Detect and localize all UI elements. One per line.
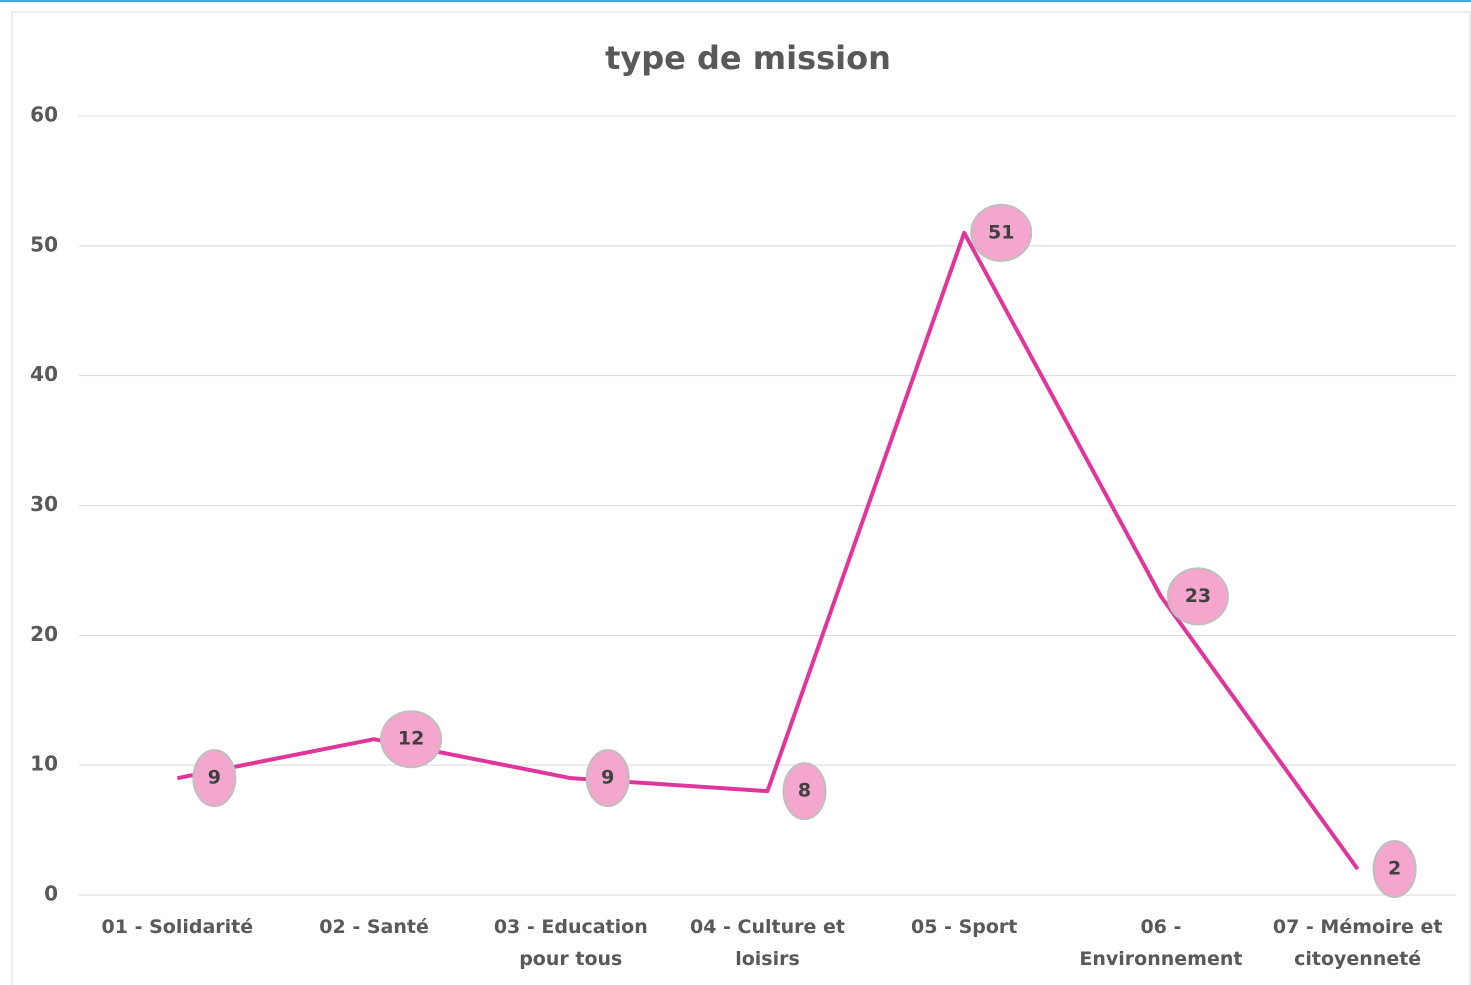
y-tick-label: 30 (30, 492, 58, 516)
y-tick-label: 40 (30, 362, 58, 386)
data-label: 23 (1185, 585, 1211, 607)
y-tick-label: 60 (30, 103, 58, 127)
data-label: 2 (1388, 858, 1401, 880)
data-label-bubble (585, 749, 630, 808)
data-label: 51 (988, 221, 1014, 243)
data-label: 8 (798, 780, 811, 802)
x-tick-label: 04 - Culture et loisirs (690, 916, 845, 970)
data-label-bubble (380, 710, 443, 769)
x-tick-label: 02 - Santé (319, 916, 429, 938)
data-label: 9 (601, 767, 614, 789)
y-tick-label: 50 (30, 232, 58, 256)
chart-frame (11, 11, 1471, 985)
x-tick-label: 06 - Environnement (1079, 916, 1243, 970)
data-label-bubble (1372, 840, 1417, 899)
line (176, 230, 1360, 871)
data-label-bubble (782, 762, 827, 821)
y-tick-label: 10 (30, 752, 58, 776)
top-border (0, 0, 1471, 2)
data-label: 9 (208, 767, 221, 789)
data-label-bubble (1166, 567, 1229, 626)
chart-title: type de mission (605, 39, 891, 77)
x-tick-label: 03 - Education pour tous (493, 916, 648, 970)
data-label-bubble (192, 749, 237, 808)
data-label-bubble (970, 203, 1033, 262)
y-tick-label: 0 (44, 882, 58, 906)
x-tick-label: 07 - Mémoire et citoyenneté (1272, 916, 1443, 970)
x-tick-label: 01 - Solidarité (101, 916, 254, 938)
x-tick-label: 05 - Sport (911, 916, 1018, 938)
y-tick-label: 20 (30, 622, 58, 646)
data-label: 12 (398, 728, 424, 750)
